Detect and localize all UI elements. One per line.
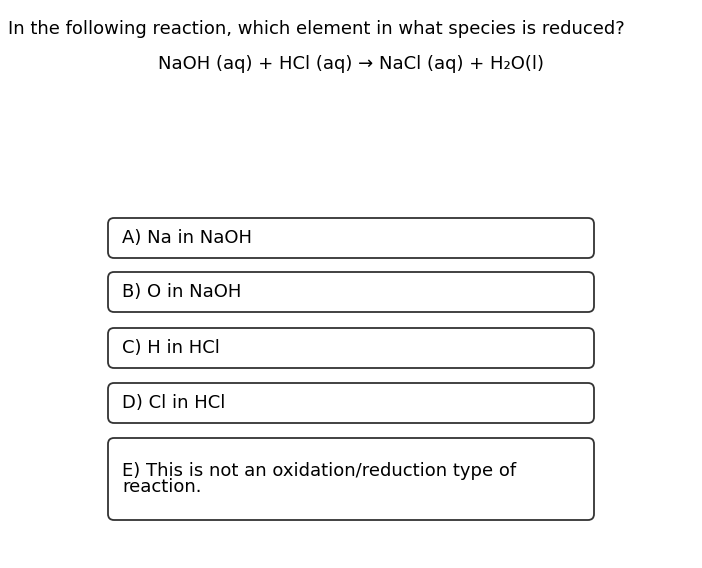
FancyBboxPatch shape (108, 218, 594, 258)
Text: D) Cl in HCl: D) Cl in HCl (122, 394, 225, 412)
FancyBboxPatch shape (108, 328, 594, 368)
Text: A) Na in NaOH: A) Na in NaOH (122, 229, 252, 247)
Text: E) This is not an oxidation/reduction type of: E) This is not an oxidation/reduction ty… (122, 462, 516, 480)
FancyBboxPatch shape (108, 438, 594, 520)
Text: NaOH (aq) + HCl (aq) → NaCl (aq) + H₂O(l): NaOH (aq) + HCl (aq) → NaCl (aq) + H₂O(l… (158, 55, 544, 73)
Text: C) H in HCl: C) H in HCl (122, 339, 220, 357)
Text: In the following reaction, which element in what species is reduced?: In the following reaction, which element… (8, 20, 625, 38)
FancyBboxPatch shape (108, 383, 594, 423)
FancyBboxPatch shape (108, 272, 594, 312)
Text: reaction.: reaction. (122, 478, 201, 496)
Text: B) O in NaOH: B) O in NaOH (122, 283, 241, 301)
